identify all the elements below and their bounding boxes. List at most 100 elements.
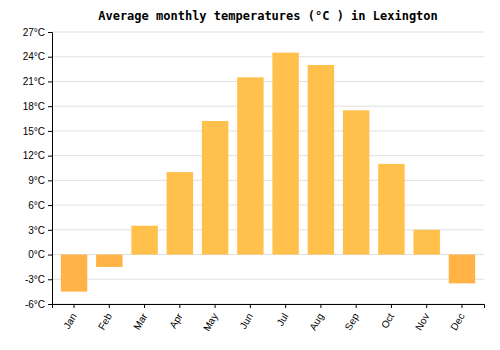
tick-mark xyxy=(426,304,427,308)
bars xyxy=(61,53,475,292)
bar xyxy=(167,172,193,254)
bar xyxy=(131,226,157,255)
tick: Oct xyxy=(379,304,396,330)
grid-line xyxy=(52,279,484,280)
tick: Nov xyxy=(413,304,431,332)
bar xyxy=(202,121,228,255)
tick-mark xyxy=(48,156,52,157)
bar xyxy=(449,255,475,284)
tick-mark xyxy=(215,304,216,308)
tick-label: Aug xyxy=(307,311,325,332)
grid-line xyxy=(52,205,484,206)
bar xyxy=(413,230,439,255)
tick: Feb xyxy=(96,304,114,332)
tick: 24°C xyxy=(23,51,52,62)
tick: 21°C xyxy=(23,76,52,87)
tick: Jun xyxy=(238,304,256,331)
bar xyxy=(378,164,404,255)
tick-mark xyxy=(461,304,462,308)
tick-label: 21°C xyxy=(23,76,45,87)
tick: 12°C xyxy=(23,150,52,161)
grid-line xyxy=(52,180,484,181)
tick-mark xyxy=(48,255,52,256)
tick-label: -3°C xyxy=(25,274,45,285)
tick-mark xyxy=(285,304,286,308)
bar xyxy=(308,65,334,255)
bar xyxy=(343,110,369,254)
tick-mark xyxy=(144,304,145,308)
tick-label: May xyxy=(201,311,220,333)
bar xyxy=(272,53,298,255)
grid-line xyxy=(52,32,484,33)
chart: -6°C -3°C 0°C 3°C 6°C 9°C 12°C 15°C 18°C 21°C 24°C… xyxy=(0,0,500,350)
grid-line xyxy=(52,106,484,107)
tick: 18°C xyxy=(23,101,52,112)
tick-mark xyxy=(48,230,52,231)
tick: 6°C xyxy=(28,200,52,211)
bar xyxy=(96,255,122,267)
tick-mark xyxy=(48,106,52,107)
tick-label: Apr xyxy=(167,311,185,331)
axis-line xyxy=(53,305,485,309)
grid xyxy=(52,32,484,304)
tick-label: Sep xyxy=(343,311,362,332)
bar xyxy=(61,255,87,292)
tick: Mar xyxy=(131,304,149,332)
tick-label: Jan xyxy=(61,311,79,330)
tick: Aug xyxy=(307,304,325,332)
grid-line xyxy=(52,130,484,131)
axis-line xyxy=(48,33,53,305)
x-axis: Jan Feb Mar Apr May Jun Jul Aug Sep Oct Nov Dec xyxy=(53,304,485,333)
grid-line xyxy=(52,81,484,82)
tick-label: -6°C xyxy=(25,299,45,310)
tick-mark xyxy=(320,304,321,308)
tick-mark xyxy=(179,304,180,308)
tick: -6°C xyxy=(25,299,52,310)
tick-mark xyxy=(48,180,52,181)
tick: 3°C xyxy=(28,225,52,236)
tick-mark xyxy=(48,81,52,82)
tick-label: Jul xyxy=(274,311,290,328)
tick-label: 24°C xyxy=(23,51,45,62)
tick-mark xyxy=(48,57,52,58)
tick-label: 6°C xyxy=(28,200,45,211)
tick: Jan xyxy=(61,304,79,331)
tick: Sep xyxy=(343,304,362,332)
tick-label: 27°C xyxy=(23,27,45,38)
tick-mark xyxy=(356,304,357,308)
tick-mark xyxy=(48,279,52,280)
tick-mark xyxy=(391,304,392,308)
tick-mark xyxy=(48,32,52,33)
grid-line xyxy=(52,155,484,156)
tick: -3°C xyxy=(25,274,52,285)
bar xyxy=(237,77,263,254)
tick-label: 18°C xyxy=(23,101,45,112)
tick: 0°C xyxy=(28,249,52,260)
tick-label: Oct xyxy=(379,311,396,330)
tick: 27°C xyxy=(23,27,52,38)
tick: Jul xyxy=(274,304,290,328)
tick-mark xyxy=(48,131,52,132)
tick-label: Dec xyxy=(448,311,466,332)
tick: May xyxy=(201,304,220,333)
tick-label: Feb xyxy=(96,311,114,332)
tick-mark xyxy=(48,205,52,206)
tick: 15°C xyxy=(23,126,52,137)
tick-label: 15°C xyxy=(23,126,45,137)
grid-line xyxy=(52,56,484,57)
tick-label: Nov xyxy=(413,311,431,332)
tick: Apr xyxy=(167,304,185,330)
tick-label: 3°C xyxy=(28,225,45,236)
tick-mark xyxy=(250,304,251,308)
tick-label: Mar xyxy=(131,311,149,332)
tick-mark xyxy=(109,304,110,308)
tick-mark xyxy=(48,304,52,305)
tick-label: 0°C xyxy=(28,249,45,260)
title: Average monthly temperatures (°C ) in Le… xyxy=(98,9,438,23)
tick: 9°C xyxy=(28,175,52,186)
plot-area: -6°C -3°C 0°C 3°C 6°C 9°C 12°C 15°C 18°C 21°C 24°C… xyxy=(23,27,485,333)
tick-label: 12°C xyxy=(23,150,45,161)
tick-label: Jun xyxy=(238,311,256,330)
y-axis: -6°C -3°C 0°C 3°C 6°C 9°C 12°C 15°C 18°C 21°C 24°C… xyxy=(23,27,53,310)
tick-label: 9°C xyxy=(28,175,45,186)
